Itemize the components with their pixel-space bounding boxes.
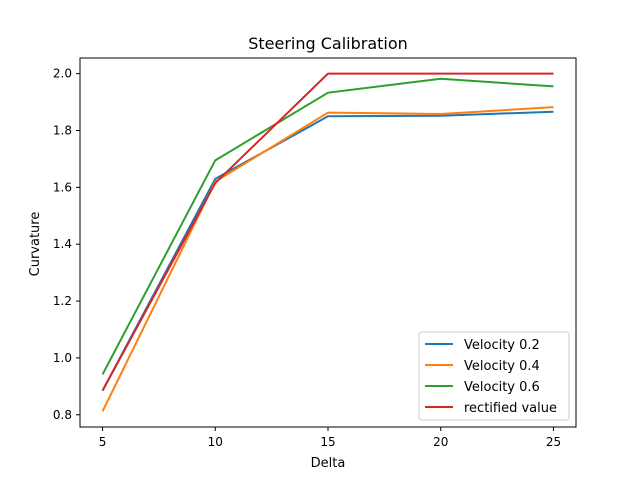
x-tick-label: 20: [433, 435, 448, 449]
legend-label: rectified value: [464, 401, 557, 416]
legend: Velocity 0.2 Velocity 0.4 Velocity 0.6 rect…: [418, 331, 570, 421]
x-tick-label: 25: [546, 435, 561, 449]
x-axis: 5 10 15 20 25: [99, 427, 561, 449]
y-axis: 0.8 1.0 1.2 1.4 1.6 1.8 2.0: [53, 67, 80, 422]
y-tick-label: 1.2: [53, 294, 72, 308]
x-tick-label: 5: [99, 435, 107, 449]
y-tick-label: 1.6: [53, 180, 72, 194]
chart-title: Steering Calibration: [248, 34, 408, 53]
y-tick-label: 1.4: [53, 237, 72, 251]
series-group: [101, 72, 554, 412]
y-tick-label: 0.8: [53, 408, 72, 422]
x-tick-label: 15: [320, 435, 335, 449]
y-tick-label: 2.0: [53, 67, 72, 81]
y-axis-label: Curvature: [28, 212, 43, 277]
x-tick-label: 10: [208, 435, 223, 449]
legend-box: [418, 331, 570, 421]
series-line-1: [101, 110, 554, 392]
y-tick-label: 1.8: [53, 123, 72, 137]
legend-label: Velocity 0.2: [464, 338, 540, 353]
series-line-4: [101, 72, 554, 392]
x-axis-label: Delta: [311, 456, 346, 471]
series-line-3: [101, 77, 554, 375]
legend-label: Velocity 0.6: [464, 380, 540, 395]
y-tick-label: 1.0: [53, 351, 72, 365]
series-line-2: [101, 106, 554, 412]
legend-label: Velocity 0.4: [464, 359, 540, 374]
